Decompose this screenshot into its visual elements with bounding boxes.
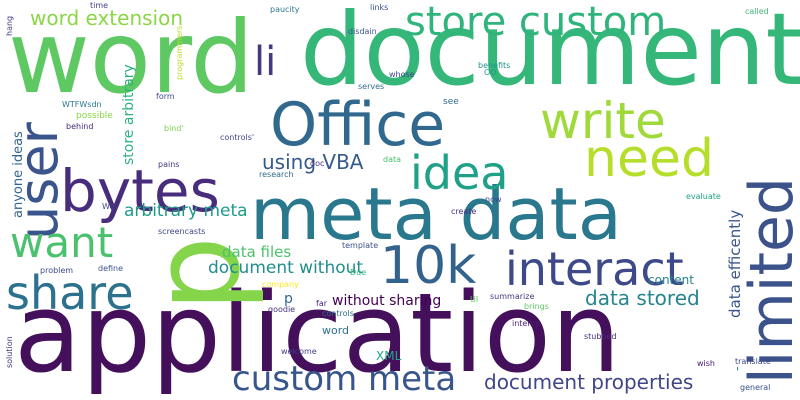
cloud-word: interop — [512, 319, 541, 328]
cloud-word: controls — [322, 309, 354, 318]
cloud-word: Office — [270, 90, 446, 160]
cloud-word: template — [342, 241, 379, 250]
cloud-word: time — [90, 1, 109, 10]
cloud-word: programmers — [175, 25, 184, 80]
cloud-word: meta data — [250, 172, 622, 256]
cloud-word: solution — [5, 336, 14, 368]
cloud-word: word — [322, 324, 350, 337]
cloud-word: document without — [208, 258, 364, 278]
cloud-word: define — [98, 264, 124, 273]
cloud-word: bytes — [60, 157, 220, 225]
cloud-word: stubbed — [584, 332, 617, 341]
cloud-word: screencasts — [158, 227, 206, 236]
cloud-word: hang — [5, 15, 14, 36]
cloud-word: share — [6, 266, 134, 320]
cloud-word: application — [14, 269, 621, 397]
cloud-word: without sharing — [332, 293, 442, 309]
cloud-word: welcome — [281, 347, 317, 356]
cloud-word: far — [316, 299, 328, 308]
cloud-word: anyone ideas — [11, 131, 26, 218]
cloud-word: WTFWsdn — [62, 100, 102, 109]
cloud-word: li — [254, 39, 277, 85]
cloud-word: write — [540, 92, 666, 150]
cloud-word: limited — [737, 177, 800, 384]
cloud-word: research — [259, 170, 294, 179]
cloud-word: benefits — [478, 61, 511, 70]
cloud-word: OO — [484, 68, 497, 77]
cloud-word: goodie — [268, 305, 296, 314]
cloud-word: paucity — [270, 5, 300, 14]
cloud-word: document — [300, 0, 800, 108]
cloud-word: ' — [736, 365, 740, 379]
cloud-word: summarize — [490, 292, 535, 301]
cloud-word: data files — [222, 243, 292, 261]
cloud-word: doc — [310, 159, 325, 168]
cloud-word: controls' — [220, 133, 255, 142]
cloud-word: 10k — [380, 236, 477, 296]
cloud-word: need — [584, 129, 714, 189]
cloud-word: document properties — [484, 370, 694, 394]
cloud-word: Due — [350, 268, 367, 277]
cloud-word: whose — [389, 70, 415, 79]
cloud-word: UI — [470, 295, 479, 304]
cloud-word: disdain — [348, 27, 377, 36]
cloud-word: idea — [410, 146, 509, 200]
cloud-word: links — [370, 3, 389, 12]
cloud-word: data efficently — [726, 209, 744, 318]
cloud-word: wish — [697, 359, 716, 368]
cloud-word: XML — [376, 349, 402, 363]
cloud-word: custom meta — [232, 359, 457, 399]
cloud-word: pains — [158, 160, 180, 169]
cloud-word: behind — [66, 122, 94, 131]
cloud-word: interact — [505, 242, 684, 296]
cloud-word: brings — [524, 302, 549, 311]
cloud-word: word — [8, 0, 254, 116]
cloud-word: data — [383, 155, 402, 164]
cloud-word: called — [745, 7, 769, 16]
cloud-word: create — [451, 207, 477, 216]
cloud-word: serves — [358, 82, 385, 91]
cloud-word: store arbitrary — [121, 64, 137, 165]
cloud-word: arbitrary meta — [124, 201, 248, 221]
cloud-word: data stored — [585, 286, 700, 310]
cloud-word: possible — [76, 111, 113, 121]
cloud-word: see — [443, 97, 459, 107]
cloud-word: word extension — [30, 6, 184, 30]
cloud-word: translate — [735, 357, 771, 366]
cloud-word: evaluate — [686, 192, 721, 201]
cloud-word: form — [156, 92, 175, 101]
cloud-word: content — [648, 273, 694, 287]
cloud-word: Wo — [102, 202, 115, 211]
cloud-word: bind' — [164, 124, 184, 133]
cloud-word: company — [262, 280, 299, 289]
cloud-word: want — [10, 218, 114, 267]
cloud-word: now — [485, 195, 502, 204]
cloud-word: using VBA — [262, 150, 364, 174]
cloud-word: store custom — [405, 0, 667, 45]
cloud-word: p — [284, 291, 293, 307]
cloud-word: general — [740, 383, 771, 392]
cloud-word: problem — [40, 266, 74, 275]
